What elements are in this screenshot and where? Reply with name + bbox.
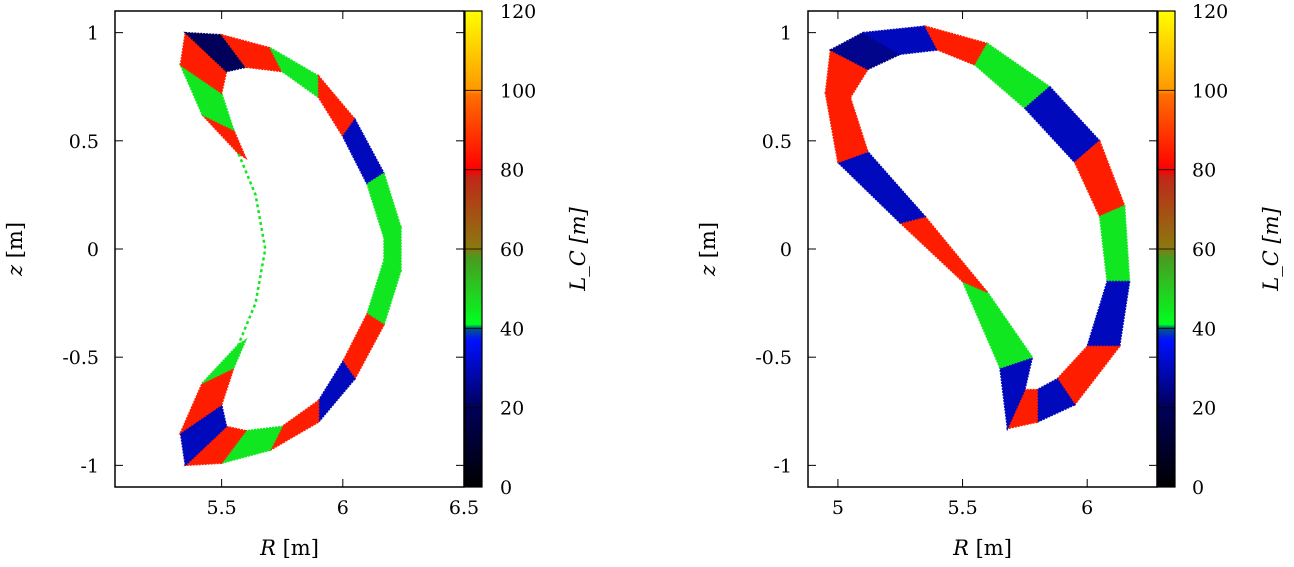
lc-segment xyxy=(178,62,236,132)
colorbar-tick-label: 80 xyxy=(1192,160,1216,182)
y-tick-label: -1 xyxy=(773,455,792,477)
y-axis-symbol: z xyxy=(696,264,720,277)
x-axis-symbol: R xyxy=(259,536,276,560)
lc-segment xyxy=(341,117,386,186)
x-tick-label: 5.5 xyxy=(947,497,977,519)
lc-segment xyxy=(178,366,236,436)
lc-segment xyxy=(268,398,320,453)
colorbar-tick-label: 100 xyxy=(500,80,536,102)
x-tick-label: 6 xyxy=(337,497,349,519)
x-axis-unit: [m] xyxy=(276,536,319,560)
lc-segment xyxy=(836,150,927,224)
colorbar-tick-label: 0 xyxy=(1192,477,1204,499)
colorbar-tick-label: 40 xyxy=(500,318,524,340)
lc-segment xyxy=(961,280,1034,369)
lc-segment xyxy=(860,25,939,56)
colorbar-tick-label: 80 xyxy=(500,160,524,182)
y-tick-label: -1 xyxy=(80,455,99,477)
colorbar-tick-label: 20 xyxy=(500,398,524,420)
y-axis-unit: [m] xyxy=(3,222,27,265)
y-tick-label: -0.5 xyxy=(755,347,792,369)
colorbar-tick-label: 60 xyxy=(500,239,524,261)
y-tick-label: 1 xyxy=(87,23,99,45)
y-tick-label: 1 xyxy=(780,23,792,45)
lc-segment xyxy=(366,172,402,240)
lc-segment xyxy=(1086,280,1131,348)
x-tick-label: 5 xyxy=(832,497,844,519)
lc-segment xyxy=(317,360,356,425)
colorbar-tick-label: 120 xyxy=(1192,1,1228,23)
lc-segment xyxy=(1056,345,1122,407)
colorbar-tick-label: 40 xyxy=(1192,318,1216,340)
lc-segment xyxy=(1098,204,1131,283)
plot-frame xyxy=(114,10,465,488)
scatter-region xyxy=(178,31,402,467)
y-axis-symbol: z xyxy=(3,264,27,277)
colorbar-tick-label: 0 xyxy=(500,477,512,499)
y-tick-label: -0.5 xyxy=(62,347,99,369)
x-axis-symbol: R xyxy=(952,536,969,560)
colorbar-label: L_C [m] xyxy=(1259,206,1283,291)
y-tick-label: 0 xyxy=(780,239,792,261)
colorbar-tick-label: 100 xyxy=(1192,80,1228,102)
lc-segment xyxy=(366,258,402,326)
x-axis-label: R [m] xyxy=(259,536,319,560)
colorbar-tick-label: 120 xyxy=(500,1,536,23)
colorbar-tick-label: 20 xyxy=(1192,398,1216,420)
y-axis-label: z [m] xyxy=(3,222,27,277)
y-axis-unit: [m] xyxy=(696,222,720,265)
colorbar-label: L_C [m] xyxy=(566,206,590,291)
lc-segment xyxy=(923,24,989,67)
lc-segment xyxy=(824,92,869,164)
x-tick-label: 6 xyxy=(1081,497,1093,519)
x-axis-label: R [m] xyxy=(952,536,1012,560)
left-plot: 5.5 6 6.510.50-0.5-1R [m]z [m]020406080100… xyxy=(3,1,590,560)
scatter-region xyxy=(824,24,1131,432)
y-tick-label: 0.5 xyxy=(762,131,792,153)
lc-segment xyxy=(268,45,320,100)
right-plot: 5 5.5 610.50-0.5-1R [m]z [m]02040608010012… xyxy=(696,1,1283,560)
y-tick-label: 0 xyxy=(87,239,99,261)
lc-segment xyxy=(179,31,228,95)
thin-field-line xyxy=(237,153,267,345)
colorbar-tick-label: 60 xyxy=(1192,239,1216,261)
y-tick-label: 0.5 xyxy=(69,131,99,153)
lc-segment xyxy=(317,73,356,138)
y-axis-label: z [m] xyxy=(696,222,720,277)
lc-segment xyxy=(898,215,989,293)
lc-segment xyxy=(201,338,248,384)
lc-segment xyxy=(999,356,1034,432)
x-tick-label: 6.5 xyxy=(449,497,479,519)
x-axis-unit: [m] xyxy=(969,536,1012,560)
x-tick-label: 5.5 xyxy=(207,497,237,519)
